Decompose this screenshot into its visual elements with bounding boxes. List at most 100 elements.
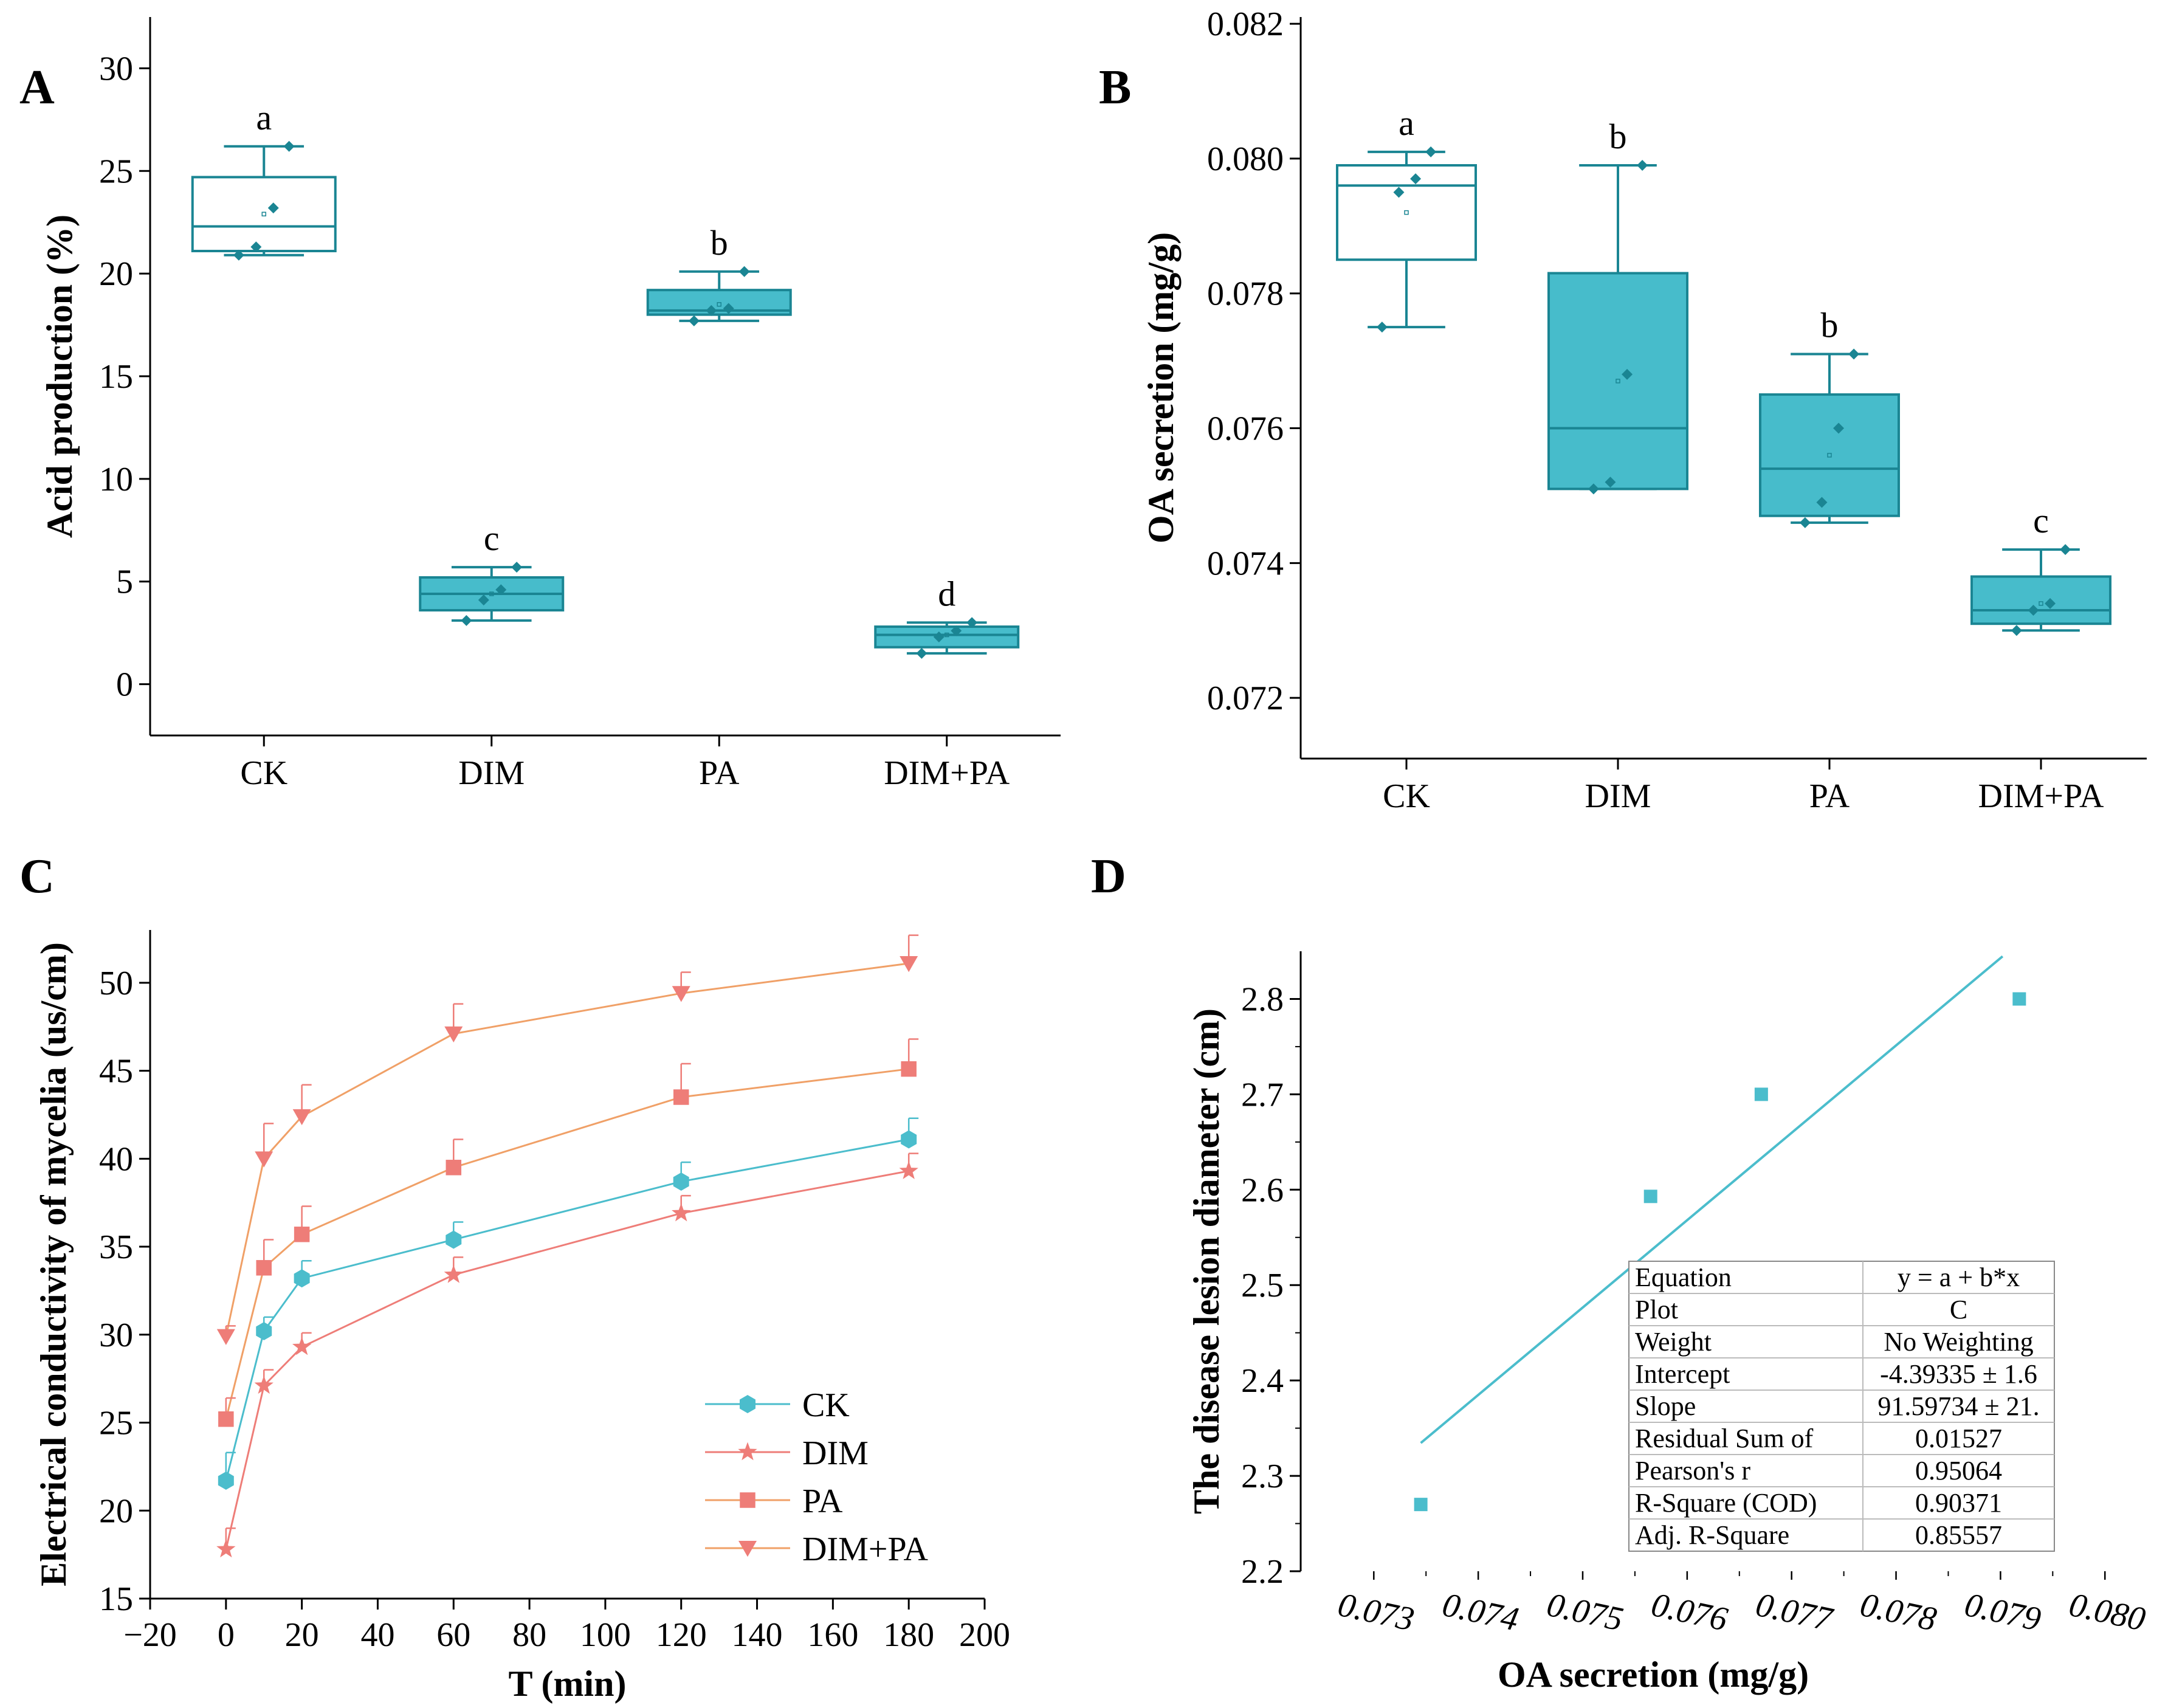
series-ck: [218, 1117, 919, 1490]
data-point: [2012, 992, 2026, 1006]
stats-label: Pearson's r: [1635, 1456, 1750, 1486]
stats-label: R-Square (COD): [1635, 1488, 1817, 1518]
marker-triangle-down: [255, 1151, 274, 1168]
marker-star: [444, 1264, 463, 1283]
box-ck: a: [1336, 103, 1477, 333]
significance-letter: b: [1609, 117, 1627, 156]
stats-table: Equation y = a + b*x Plot C Weight No Weighti…: [1628, 1261, 2055, 1552]
x-tick-label: 120: [656, 1616, 707, 1654]
data-point: [2045, 597, 2056, 609]
stats-label: Slope: [1635, 1391, 1696, 1421]
marker-triangle-down: [292, 1109, 311, 1126]
x-tick-label: 0.073: [1335, 1586, 1417, 1639]
y-tick-label: 35: [99, 1228, 133, 1266]
box-dim: c: [419, 518, 565, 626]
y-tick-label: 2.6: [1241, 1171, 1284, 1209]
data-point: [250, 241, 262, 253]
data-point: [1410, 173, 1422, 185]
x-axis-title: OA secretion (mg/g): [1498, 1655, 1809, 1695]
marker-star: [899, 1161, 918, 1179]
marker-circle: [294, 1269, 310, 1288]
x-tick-label: CK: [1383, 777, 1430, 815]
y-axis-title: Acid production (%): [40, 215, 80, 538]
box-body: [1547, 272, 1688, 491]
y-tick-label: 5: [116, 563, 133, 601]
significance-letter: d: [938, 574, 955, 613]
marker-star: [292, 1337, 312, 1355]
data-point: [1848, 348, 1860, 360]
mean-marker: [945, 632, 949, 638]
significance-letter: b: [711, 223, 728, 263]
marker-square: [446, 1160, 462, 1176]
data-point: [1643, 1190, 1657, 1204]
y-tick-label: 0.076: [1207, 410, 1284, 448]
x-tick-label: 160: [807, 1616, 858, 1654]
y-tick-label: 15: [99, 358, 133, 396]
box-pa: b: [646, 223, 792, 326]
marker-circle: [740, 1395, 755, 1413]
marker-circle: [256, 1322, 272, 1340]
mean-marker: [2039, 601, 2043, 606]
y-tick-label: 2.3: [1241, 1458, 1284, 1495]
data-point: [1393, 187, 1405, 198]
stats-value: 0.95064: [1915, 1456, 2002, 1486]
y-tick-label: 0.078: [1207, 275, 1284, 313]
legend-label: DIM+PA: [802, 1531, 928, 1568]
mean-marker: [1404, 210, 1409, 215]
data-point: [283, 140, 295, 152]
x-tick-label: 20: [285, 1616, 319, 1654]
y-tick-label: 2.2: [1241, 1553, 1284, 1591]
mean-marker: [261, 212, 266, 216]
data-point: [1816, 497, 1828, 508]
data-point: [1833, 422, 1845, 434]
panel-letter-a: A: [19, 61, 55, 114]
x-tick-label: 200: [959, 1616, 1010, 1654]
y-tick-label: 25: [99, 153, 133, 190]
y-tick-label: 15: [99, 1580, 133, 1618]
stats-label: Residual Sum of: [1635, 1424, 1814, 1453]
data-point: [1799, 517, 1811, 528]
x-tick-label: 100: [580, 1616, 631, 1654]
data-point: [1588, 483, 1599, 495]
panel-letter-d: D: [1091, 850, 1126, 903]
marker-triangle-down: [444, 1026, 463, 1043]
x-tick-label: 0.074: [1439, 1586, 1522, 1639]
box-dim-pa: c: [1970, 501, 2111, 636]
y-tick-label: 45: [99, 1053, 133, 1090]
series-dim-pa: [216, 934, 919, 1345]
data-point: [478, 594, 489, 606]
panel-b: B 0.072 0.074 0.076 0.078 0.080 0.082 CK DIM PA D…: [1099, 5, 2147, 815]
data-point: [951, 625, 962, 636]
x-tick-label: 40: [360, 1616, 394, 1654]
x-tick-label: CK: [240, 754, 287, 792]
data-point: [2060, 544, 2071, 556]
marker-triangle-down: [738, 1541, 757, 1557]
x-axis-title: T (min): [509, 1664, 627, 1704]
data-point: [267, 202, 279, 214]
marker-triangle-down: [900, 956, 918, 973]
marker-circle: [446, 1230, 462, 1249]
series-line: [225, 1068, 909, 1420]
data-point: [1376, 322, 1388, 333]
stats-table-frame: [1628, 1261, 2055, 1552]
stats-value: 0.85557: [1915, 1520, 2002, 1550]
y-tick-label: 20: [99, 1492, 133, 1530]
series-pa: [218, 1038, 919, 1427]
marker-circle: [901, 1130, 917, 1149]
stats-label: Intercept: [1635, 1359, 1730, 1389]
x-tick-label: 140: [732, 1616, 783, 1654]
y-tick-label: 2.7: [1241, 1076, 1284, 1114]
x-tick-label: 0.080: [2066, 1586, 2149, 1639]
box-body: [191, 176, 337, 252]
mean-marker: [1616, 379, 1620, 384]
marker-square: [673, 1089, 689, 1105]
marker-circle: [218, 1472, 234, 1490]
mean-marker: [489, 591, 494, 596]
stats-value: C: [1950, 1295, 1967, 1324]
data-point: [2028, 605, 2039, 616]
x-tick-label: 0: [218, 1616, 235, 1654]
y-tick-label: 50: [99, 965, 133, 1002]
stats-label: Plot: [1635, 1295, 1678, 1324]
legend-label: PA: [802, 1482, 843, 1520]
